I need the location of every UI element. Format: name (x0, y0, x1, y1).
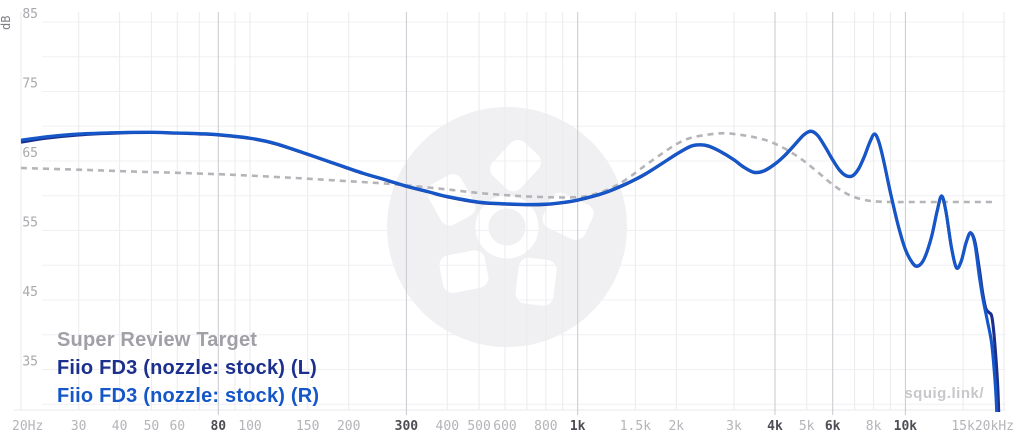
svg-text:100: 100 (238, 419, 261, 434)
svg-text:55: 55 (22, 216, 38, 231)
svg-text:500: 500 (467, 419, 490, 434)
svg-text:35: 35 (22, 355, 38, 370)
svg-text:20kHz: 20kHz (975, 419, 1014, 434)
svg-text:15k: 15k (951, 419, 975, 434)
curves (20, 129, 1001, 412)
svg-text:1.5k: 1.5k (620, 419, 651, 434)
svg-text:400: 400 (436, 419, 459, 434)
svg-text:20Hz: 20Hz (12, 419, 43, 434)
svg-text:4k: 4k (767, 419, 783, 434)
svg-text:50: 50 (144, 419, 160, 434)
svg-text:10k: 10k (894, 419, 918, 434)
svg-text:80: 80 (210, 419, 226, 434)
svg-text:75: 75 (22, 77, 38, 92)
squiglink-watermark-text: squig.link/ (904, 385, 984, 402)
svg-text:800: 800 (534, 419, 557, 434)
svg-text:2k: 2k (668, 419, 684, 434)
svg-text:1k: 1k (570, 419, 586, 434)
svg-text:600: 600 (493, 419, 516, 434)
svg-text:150: 150 (296, 419, 319, 434)
target-curve (20, 131, 997, 204)
svg-text:200: 200 (337, 419, 360, 434)
right-channel-curve (20, 129, 999, 412)
svg-text:8k: 8k (866, 419, 882, 434)
horizontal-gridlines (14, 21, 1006, 411)
y-axis-unit-label: dB (0, 15, 13, 30)
svg-text:85: 85 (22, 7, 38, 22)
y-axis-tick-labels: 85 75 65 55 45 35 (22, 7, 38, 370)
legend-item-left-channel: Fiio FD3 (nozzle: stock) (L) (57, 357, 318, 379)
svg-text:30: 30 (71, 419, 87, 434)
svg-text:45: 45 (22, 285, 38, 300)
svg-text:40: 40 (112, 419, 128, 434)
legend-item-right-channel: Fiio FD3 (nozzle: stock) (R) (57, 385, 320, 407)
vertical-gridlines (20, 12, 1005, 415)
x-axis-tick-labels: 20Hz 30 40 50 60 80 100 150 200 300 400 500 600 800 1k… (12, 419, 1014, 434)
svg-text:65: 65 (22, 146, 38, 161)
legend: Super Review Target Fiio FD3 (nozzle: st… (57, 326, 319, 410)
svg-text:300: 300 (395, 419, 419, 434)
legend-item-target: Super Review Target (57, 329, 258, 351)
svg-text:6k: 6k (825, 419, 841, 434)
squiglink-logo-watermark (387, 107, 627, 347)
svg-text:5k: 5k (799, 419, 815, 434)
svg-text:60: 60 (169, 419, 185, 434)
svg-text:3k: 3k (726, 419, 742, 434)
